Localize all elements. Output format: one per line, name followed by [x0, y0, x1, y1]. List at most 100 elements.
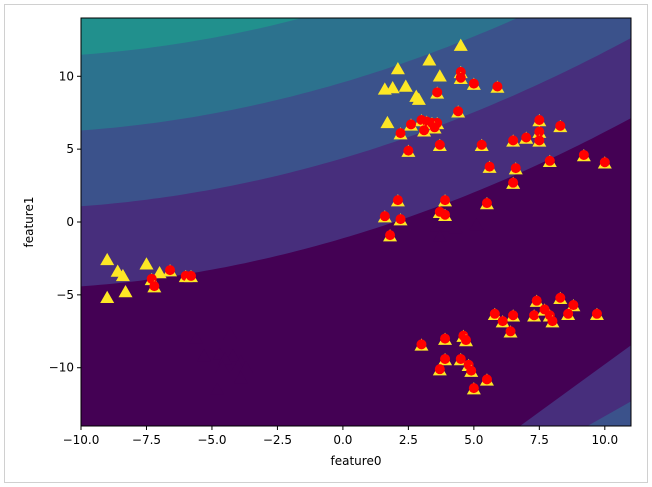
- class1-point: [100, 252, 115, 266]
- support-vector-point: [455, 353, 466, 364]
- support-vector-point: [440, 209, 451, 220]
- contour-band: [587, 401, 631, 426]
- x-tick-label: 2.5: [399, 433, 418, 447]
- x-tick-label: 10.0: [591, 433, 618, 447]
- support-vector-point: [505, 326, 516, 337]
- class0-point: [215, 360, 230, 373]
- class1-point: [152, 266, 167, 279]
- support-vector-point: [534, 115, 545, 125]
- support-vector-point: [468, 383, 479, 394]
- class0-point: [233, 370, 248, 384]
- support-vector-point: [492, 81, 503, 92]
- x-axis-ticks: −10.0 −7.5 −5.0 −2.5 0.0 2.5 5.0 7.5 10.0: [63, 426, 618, 447]
- class1-point: [100, 290, 115, 304]
- support-vector-point: [591, 308, 602, 319]
- support-vector-point: [392, 195, 403, 206]
- support-vector-point: [429, 122, 440, 133]
- x-tick-label: −7.5: [132, 433, 161, 447]
- support-vector-point: [406, 119, 416, 130]
- support-vector-point: [432, 87, 443, 98]
- x-tick-label: −5.0: [197, 433, 226, 447]
- class1-point: [139, 257, 154, 270]
- support-vector-point: [403, 145, 414, 156]
- class0-point: [469, 217, 484, 231]
- class0-point: [189, 331, 204, 344]
- class1-point: [380, 115, 395, 129]
- contour-band: [81, 18, 303, 55]
- support-vector-point: [508, 310, 519, 321]
- support-vector-point: [434, 364, 445, 375]
- support-vector-point: [476, 139, 487, 150]
- support-vector-point: [508, 177, 519, 188]
- support-vector-point: [481, 374, 492, 385]
- support-vector-point: [534, 126, 545, 137]
- class0-point: [432, 229, 447, 242]
- support-vector-point: [453, 106, 464, 117]
- contour-band: [520, 345, 631, 426]
- class1-points: [100, 38, 468, 304]
- support-vector-point: [440, 333, 451, 344]
- class1-point: [453, 38, 468, 51]
- support-vector-point: [489, 308, 500, 319]
- x-tick-label: 0.0: [333, 433, 352, 447]
- support-vector-point: [547, 316, 558, 327]
- class1-point: [398, 79, 413, 92]
- decision-function-contours: [81, 18, 631, 426]
- support-vector-point: [534, 135, 545, 146]
- x-axis-label: feature0: [331, 454, 382, 468]
- support-vector-point: [455, 72, 466, 83]
- support-vector-point: [440, 195, 451, 206]
- class0-point: [210, 382, 225, 395]
- y-tick-label: −10: [49, 361, 74, 375]
- y-tick-label: −5: [56, 288, 74, 302]
- y-tick-label: 0: [66, 215, 74, 229]
- support-vector-point: [521, 132, 532, 143]
- class0-point: [225, 349, 240, 362]
- support-vector-point: [481, 198, 492, 209]
- class1-point: [390, 62, 405, 75]
- class0-points: [189, 215, 484, 395]
- x-tick-label: 5.0: [464, 433, 483, 447]
- class1-point: [422, 53, 437, 66]
- class0-point: [448, 220, 463, 234]
- support-vector-point: [544, 155, 555, 166]
- support-vector-point: [529, 310, 540, 321]
- support-vector-point: [578, 149, 589, 160]
- class1-point: [115, 268, 130, 282]
- class1-point: [411, 92, 426, 105]
- y-tick-label: 5: [66, 142, 74, 156]
- support-vector-point: [385, 230, 396, 241]
- support-vector-point: [497, 316, 508, 327]
- support-vector-point: [440, 353, 451, 364]
- support-vector-points: [144, 65, 612, 395]
- support-vector-point: [508, 135, 519, 146]
- y-axis-label: feature1: [22, 197, 36, 248]
- y-tick-label: 10: [59, 69, 74, 83]
- class0-point: [218, 351, 233, 365]
- support-vector-point: [555, 292, 566, 303]
- support-vector-point: [468, 78, 479, 89]
- support-vector-point: [395, 214, 406, 225]
- contour-band: [81, 18, 518, 131]
- support-vector-point: [531, 295, 542, 306]
- class1-point: [432, 69, 447, 82]
- class0-point: [197, 349, 212, 362]
- class0-point: [223, 327, 238, 340]
- x-tick-label: −2.5: [263, 433, 292, 447]
- support-vector-point: [599, 157, 610, 168]
- support-vector-point: [568, 300, 579, 311]
- support-vector-point: [395, 128, 406, 139]
- support-vector-point: [461, 335, 471, 346]
- support-vector-point: [466, 365, 477, 376]
- support-vector-point: [434, 139, 445, 150]
- support-vector-point: [379, 211, 390, 222]
- class1-point: [385, 80, 400, 94]
- support-vector-point: [510, 163, 521, 174]
- x-tick-label: −10.0: [63, 433, 100, 447]
- class1-point: [118, 284, 133, 298]
- y-axis-ticks: −10 −5 0 5 10: [49, 69, 81, 375]
- class0-point: [239, 360, 253, 373]
- support-vector-point: [149, 281, 160, 292]
- support-vector-point: [165, 265, 176, 276]
